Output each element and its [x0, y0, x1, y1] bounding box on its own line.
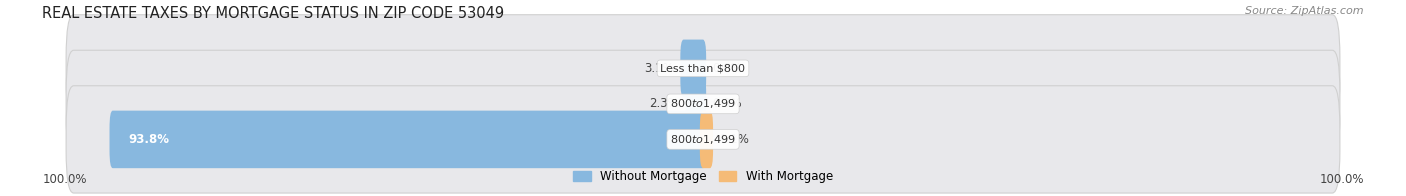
Text: REAL ESTATE TAXES BY MORTGAGE STATUS IN ZIP CODE 53049: REAL ESTATE TAXES BY MORTGAGE STATUS IN … — [42, 6, 505, 21]
FancyBboxPatch shape — [700, 111, 713, 168]
FancyBboxPatch shape — [110, 111, 706, 168]
Text: $800 to $1,499: $800 to $1,499 — [671, 133, 735, 146]
Text: 1.1%: 1.1% — [720, 133, 749, 146]
Text: 93.8%: 93.8% — [128, 133, 169, 146]
Text: 100.0%: 100.0% — [42, 173, 87, 186]
Text: 3.1%: 3.1% — [644, 62, 673, 75]
FancyBboxPatch shape — [681, 40, 706, 97]
FancyBboxPatch shape — [66, 86, 1340, 193]
Text: Less than $800: Less than $800 — [661, 63, 745, 73]
Text: 100.0%: 100.0% — [1319, 173, 1364, 186]
Text: 2.3%: 2.3% — [650, 97, 679, 110]
Legend: Without Mortgage, With Mortgage: Without Mortgage, With Mortgage — [568, 166, 838, 188]
Text: $800 to $1,499: $800 to $1,499 — [671, 97, 735, 110]
FancyBboxPatch shape — [66, 15, 1340, 122]
Text: 0.0%: 0.0% — [713, 62, 742, 75]
FancyBboxPatch shape — [66, 50, 1340, 158]
FancyBboxPatch shape — [685, 75, 706, 133]
Text: Source: ZipAtlas.com: Source: ZipAtlas.com — [1246, 6, 1364, 16]
Text: 0.0%: 0.0% — [713, 97, 742, 110]
